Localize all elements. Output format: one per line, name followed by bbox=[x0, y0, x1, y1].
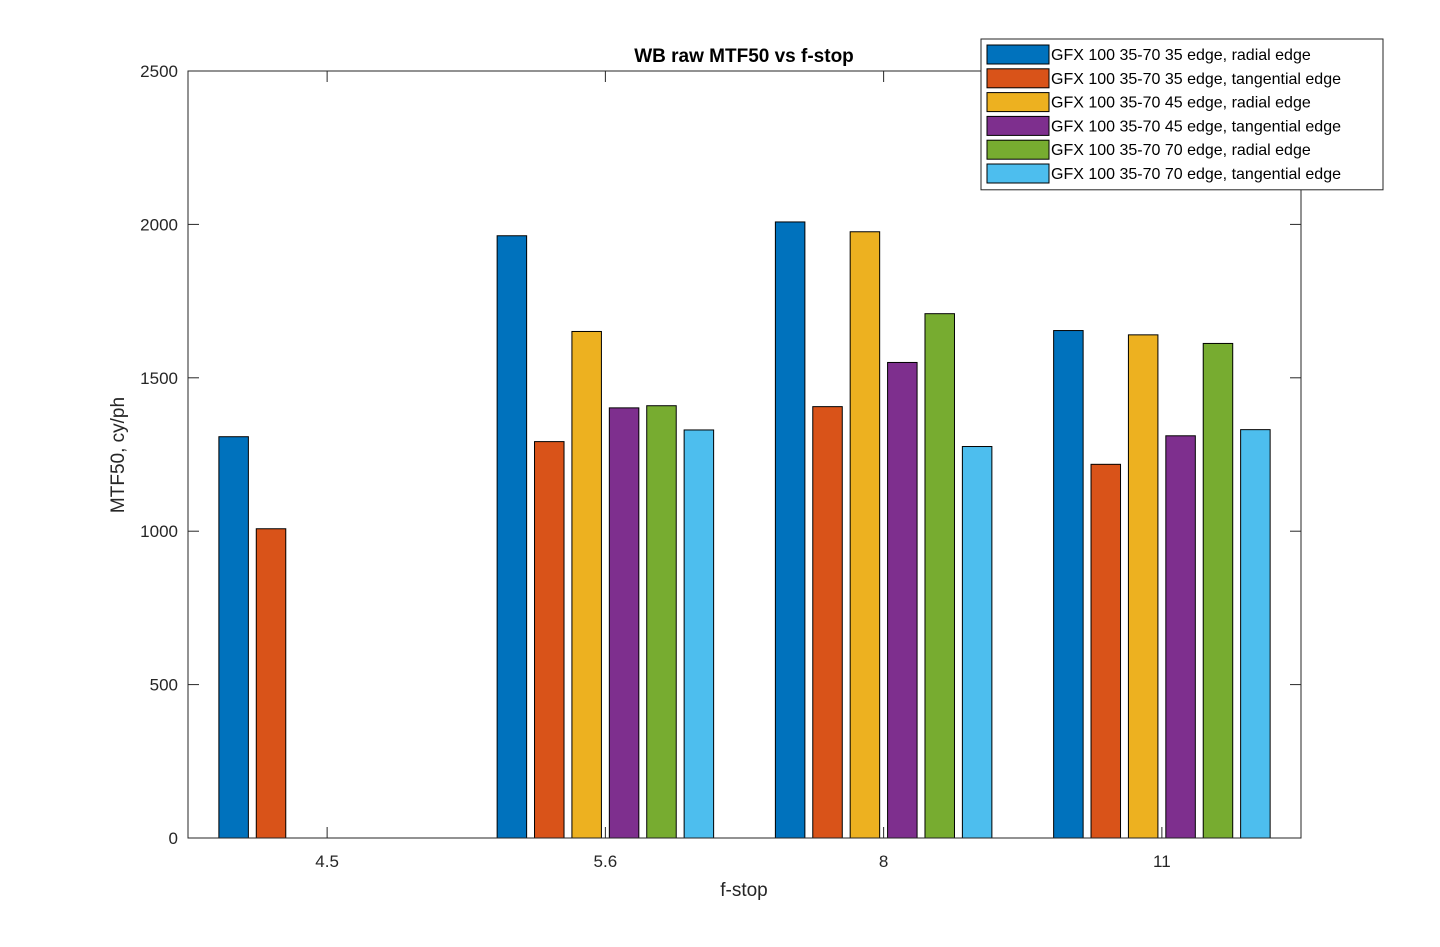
legend-swatch bbox=[986, 44, 1050, 65]
y-tick-label: 2000 bbox=[140, 215, 178, 234]
bar bbox=[608, 407, 640, 839]
legend-label: GFX 100 35-70 70 edge, radial edge bbox=[1051, 142, 1311, 159]
chart-title: WB raw MTF50 vs f-stop bbox=[634, 46, 854, 67]
legend-label: GFX 100 35-70 35 edge, radial edge bbox=[1051, 47, 1311, 64]
bar bbox=[218, 436, 249, 839]
bar bbox=[774, 221, 806, 839]
x-axis-title: f-stop bbox=[720, 880, 768, 901]
bar bbox=[646, 405, 677, 839]
bar bbox=[1090, 463, 1122, 839]
y-tick-label: 2500 bbox=[140, 62, 178, 81]
y-tick-label: 1000 bbox=[140, 522, 178, 541]
bar bbox=[571, 330, 602, 839]
bar bbox=[683, 429, 715, 839]
bar bbox=[924, 313, 955, 839]
bar bbox=[961, 446, 993, 839]
bar bbox=[1165, 435, 1196, 839]
bar bbox=[1127, 334, 1159, 839]
x-tick-label: 4.5 bbox=[315, 852, 339, 871]
legend-swatch bbox=[986, 115, 1050, 136]
bars-layer bbox=[218, 221, 1271, 839]
bar bbox=[812, 406, 843, 839]
x-tick-label: 5.6 bbox=[594, 852, 618, 871]
y-axis-title: MTF50, cy/ph bbox=[108, 397, 129, 513]
legend-swatch bbox=[986, 139, 1050, 160]
bar bbox=[534, 441, 565, 839]
x-tick-label: 8 bbox=[879, 852, 888, 871]
legend-label: GFX 100 35-70 70 edge, tangential edge bbox=[1051, 166, 1341, 183]
y-tick-label: 0 bbox=[169, 829, 178, 848]
bar bbox=[1240, 429, 1271, 839]
legend-swatch bbox=[986, 92, 1050, 113]
bar bbox=[1053, 330, 1084, 839]
y-tick-label: 500 bbox=[150, 676, 178, 695]
bar bbox=[496, 235, 528, 839]
bar bbox=[849, 231, 881, 839]
bar bbox=[887, 361, 918, 839]
legend-label: GFX 100 35-70 45 edge, tangential edge bbox=[1051, 118, 1341, 135]
legend-swatch bbox=[986, 68, 1050, 89]
legend-label: GFX 100 35-70 45 edge, radial edge bbox=[1051, 95, 1311, 112]
y-tick-label: 1500 bbox=[140, 369, 178, 388]
bar bbox=[1202, 342, 1234, 839]
legend-label: GFX 100 35-70 35 edge, tangential edge bbox=[1051, 71, 1341, 88]
plot-area-frame bbox=[187, 70, 1302, 839]
x-tick-label: 11 bbox=[1153, 852, 1171, 871]
bar bbox=[255, 528, 287, 839]
legend-swatch bbox=[986, 163, 1050, 184]
legend: GFX 100 35-70 35 edge, radial edge GFX 10… bbox=[980, 38, 1384, 191]
